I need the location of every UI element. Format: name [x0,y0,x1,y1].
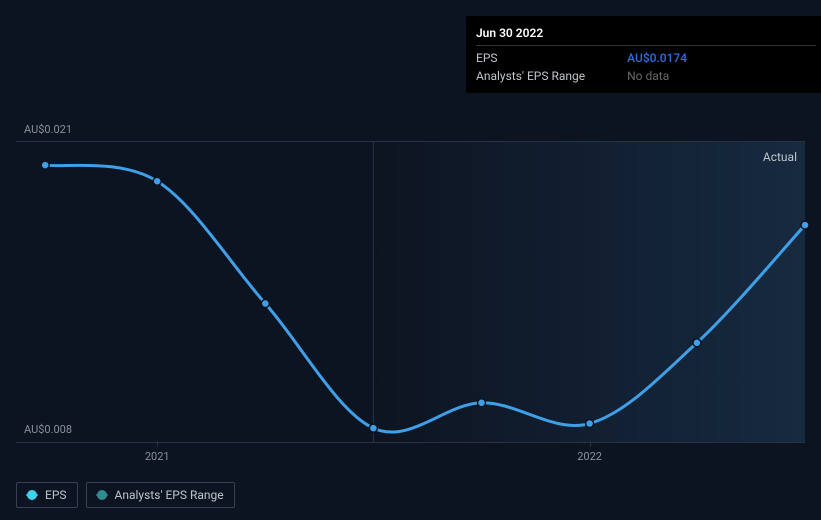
tooltip-value: AU$0.0174 [589,49,691,67]
x-axis-tick-label: 2022 [577,450,602,463]
legend-label: EPS [45,488,67,502]
chart-legend: EPS Analysts' EPS Range [16,482,235,508]
legend-label: Analysts' EPS Range [115,488,224,502]
legend-swatch-icon [97,490,107,500]
tooltip-row-eps: EPS AU$0.0174 [476,49,691,67]
region-label-actual: Actual [763,150,797,164]
chart-svg [16,142,805,442]
legend-swatch-icon [27,490,37,500]
eps-chart-container: AU$0.021 AU$0.008 Actual 20212022 Jun 30… [0,0,821,520]
legend-item-eps[interactable]: EPS [16,482,78,508]
chart-plot-area[interactable]: Actual [16,141,805,443]
tooltip-row-range: Analysts' EPS Range No data [476,67,691,85]
legend-item-range[interactable]: Analysts' EPS Range [86,482,235,508]
chart-tooltip: Jun 30 2022 EPS AU$0.0174 Analysts' EPS … [466,16,821,93]
tooltip-value: No data [589,67,691,85]
tooltip-label: Analysts' EPS Range [476,67,589,85]
tooltip-title: Jun 30 2022 [476,24,816,46]
tooltip-table: EPS AU$0.0174 Analysts' EPS Range No dat… [476,49,691,85]
y-axis-tick-max: AU$0.021 [24,123,72,136]
x-axis-tick-label: 2021 [145,450,170,463]
tooltip-label: EPS [476,49,589,67]
